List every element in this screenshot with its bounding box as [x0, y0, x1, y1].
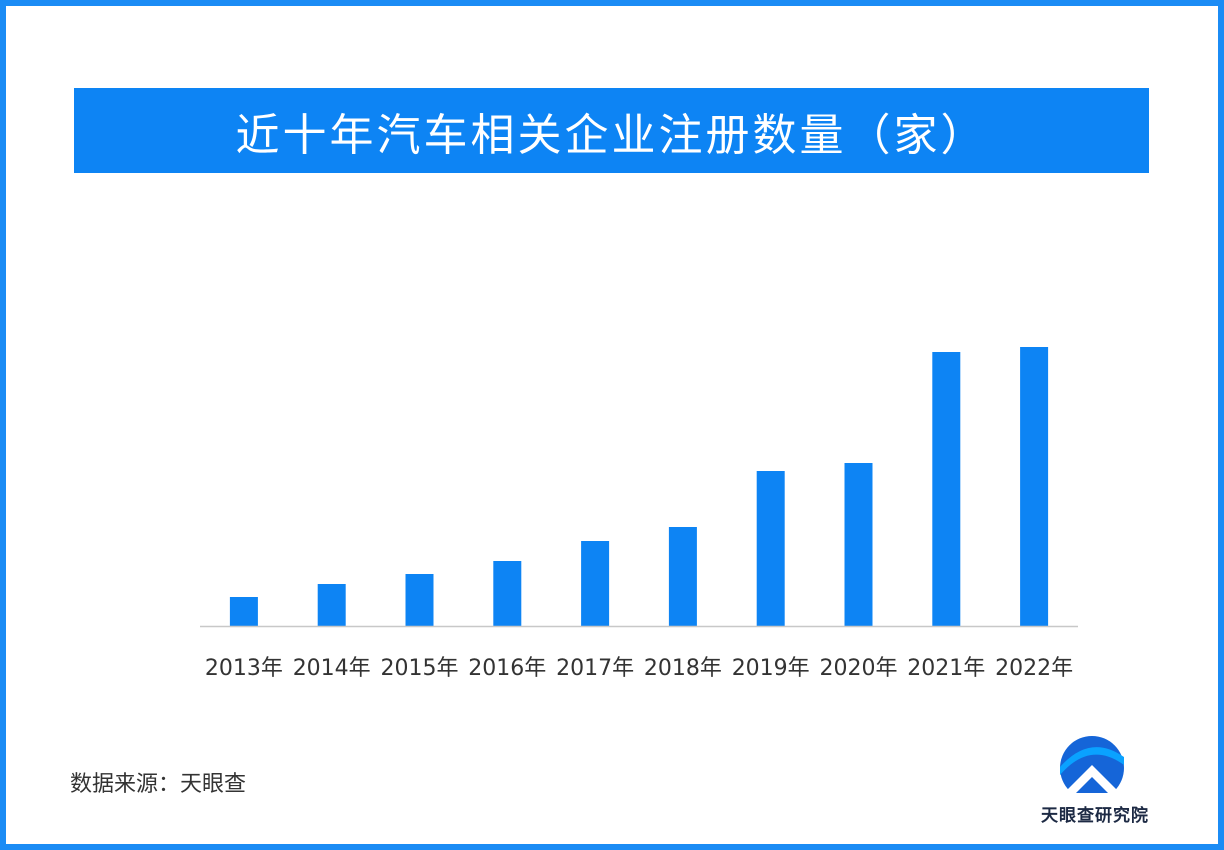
title-banner: 近十年汽车相关企业注册数量（家）: [74, 88, 1149, 173]
chart-title: 近十年汽车相关企业注册数量（家）: [235, 109, 988, 161]
x-tick-label: 2017年: [556, 656, 634, 681]
x-tick-label: 2013年: [205, 656, 283, 681]
logo: 天眼查研究院: [1030, 735, 1160, 830]
x-tick-label: 2021年: [907, 656, 985, 681]
bar-2019年: [756, 471, 785, 626]
bar-2022年: [1020, 347, 1049, 626]
logo-text: 天眼查研究院: [1041, 806, 1149, 826]
data-source-note: 数据来源：天眼查: [70, 772, 247, 797]
bars-group: [229, 347, 1049, 626]
bar-2018年: [668, 527, 697, 626]
bar-2013年: [229, 597, 258, 626]
x-tick-label: 2020年: [820, 656, 898, 681]
bar-2021年: [932, 352, 961, 626]
bar-2017年: [581, 541, 610, 626]
bar-2015年: [405, 574, 434, 626]
x-tick-labels: 2013年 2014年 2015年 2016年 2017年 2018年 2019年 2020年…: [205, 656, 1073, 681]
logo-icon: [1030, 736, 1160, 805]
bar-2014年: [317, 584, 346, 626]
x-tick-label: 2016年: [468, 656, 546, 681]
bar-2020年: [844, 463, 873, 626]
x-tick-label: 2019年: [732, 656, 810, 681]
x-tick-label: 2015年: [381, 656, 459, 681]
x-tick-label: 2022年: [995, 656, 1073, 681]
x-tick-label: 2014年: [293, 656, 371, 681]
x-tick-label: 2018年: [644, 656, 722, 681]
bar-2016年: [493, 561, 522, 626]
